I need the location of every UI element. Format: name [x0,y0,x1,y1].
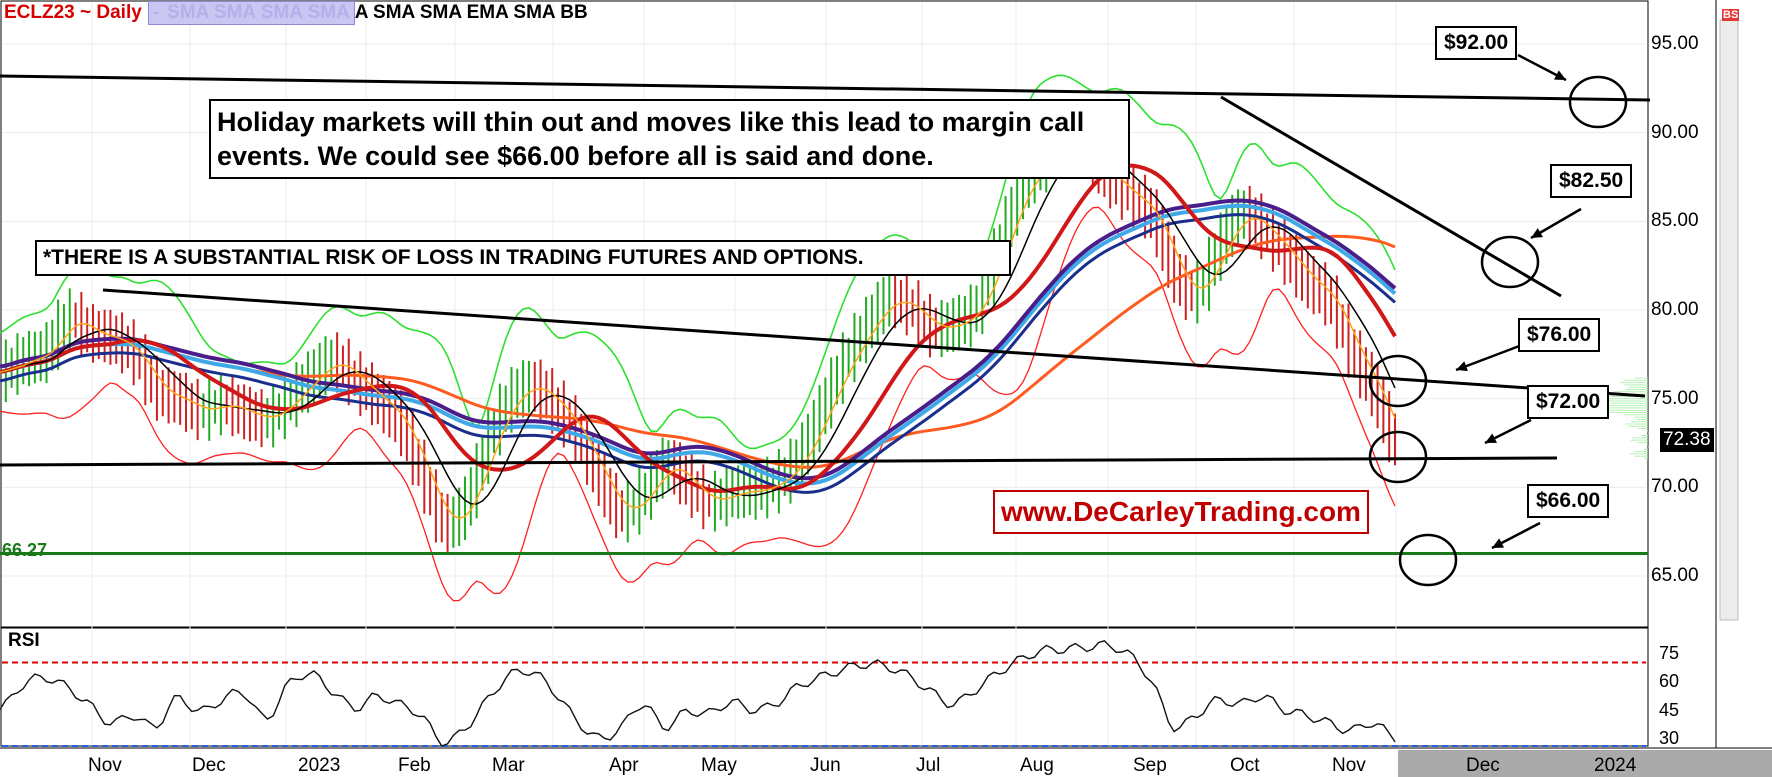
x-tick-label: Apr [609,755,639,776]
price-tag-72-text: $72.00 [1536,390,1601,413]
x-tick-label: 2024 [1594,755,1637,776]
arrow-head [1531,228,1543,238]
rsi-tick-label: 30 [1659,728,1680,748]
arrow-head [1492,538,1504,548]
support-level-label: 66.27 [2,540,48,560]
y-tick-label: 95.00 [1651,33,1699,54]
price-tag-76-text: $76.00 [1527,323,1592,346]
arrow-head [1456,361,1468,372]
x-tick-label: May [701,755,737,776]
resistance-trendline [0,74,1651,102]
x-tick-label: Aug [1020,755,1054,776]
target-circle [1568,75,1628,129]
risk-disclaimer: *THERE IS A SUBSTANTIAL RISK OF LOSS IN … [35,240,1011,276]
rsi-tick-label: 75 [1659,643,1680,663]
target-circle [1368,354,1428,408]
website-label[interactable]: www.DeCarleyTrading.com [993,490,1369,534]
x-tick-label: Nov [1332,755,1366,776]
y-tick-label: 65.00 [1651,565,1699,586]
x-tick-label: Jul [916,755,941,776]
rsi-tick-label: 60 [1659,671,1680,692]
arrow-head [1485,433,1497,443]
scrollbar[interactable] [1719,19,1739,621]
ema-lightblue-line [0,203,1397,486]
bs-icon-label: BS [1722,9,1740,21]
studies-selector[interactable]: - SMA SMA SMA SMA [147,1,355,25]
sma-red-line [0,163,1397,494]
risk-disclaimer-text: *THERE IS A SUBSTANTIAL RISK OF LOSS IN … [43,246,864,269]
rsi-tick-label: 45 [1659,699,1680,720]
price-tag-92: $92.00 [1435,26,1518,60]
price-tag-92-text: $92.00 [1444,31,1509,54]
target-circle [1480,235,1540,289]
header-dash: - [152,2,160,23]
arrow-head [1554,70,1566,80]
holiday-callout: Holiday markets will thin out and moves … [209,99,1130,179]
price-tag-66: $66.00 [1527,484,1610,518]
price-tag-82-text: $82.50 [1559,169,1624,192]
x-tick-label: Jun [810,755,841,776]
x-tick-label: Mar [492,755,525,776]
rsi-panel-frame [0,627,1649,747]
symbol-label[interactable]: ECLZ23 ~ Daily [4,2,142,23]
website-text: www.DeCarleyTrading.com [1001,496,1361,527]
y-tick-label: 75.00 [1651,387,1699,409]
last-price-badge: 72.38 [1660,428,1714,452]
holiday-callout-text: Holiday markets will thin out and moves … [217,107,1085,171]
rsi-title: RSI [8,630,40,651]
support-trendline [0,456,1558,467]
chart-header: ECLZ23 ~ Daily - SMA SMA SMA SMA A SMA S… [0,0,588,26]
rsi-line [0,640,1396,747]
studies-hidden: SMA SMA SMA SMA [167,2,350,23]
future-zone [1398,750,1772,777]
descending-trendline [102,288,1646,398]
rsi-panel [0,640,1646,747]
x-tick-label: Oct [1230,755,1260,776]
price-tag-66-text: $66.00 [1536,489,1601,512]
x-tick-label: Dec [192,755,226,776]
pointer-arrow [1455,343,1523,372]
sma-fast-line [0,142,1396,520]
x-tick-label: Sep [1133,755,1167,776]
y-tick-label: 85.00 [1651,210,1699,232]
x-tick-label: Nov [88,755,122,776]
y-tick-label: 90.00 [1651,121,1699,143]
y-tick-label: 70.00 [1651,476,1699,498]
price-tag-72: $72.00 [1527,385,1610,419]
x-tick-label: Dec [1466,755,1500,776]
studies-visible[interactable]: A SMA SMA EMA SMA BB [354,2,588,23]
trendlines [0,53,1651,587]
x-tick-label: Feb [398,755,431,776]
x-tick-label: 2023 [298,755,341,776]
target-circle [1368,430,1428,484]
price-tag-76: $76.00 [1518,318,1601,352]
bs-icon[interactable]: BS [1722,9,1740,21]
price-tag-82: $82.50 [1550,164,1633,198]
target-circle [1398,533,1458,587]
y-tick-label: 80.00 [1651,299,1699,320]
price-panel-frame [0,0,1649,628]
downtrend-line [1220,95,1562,298]
sma-purple-line [0,198,1397,481]
